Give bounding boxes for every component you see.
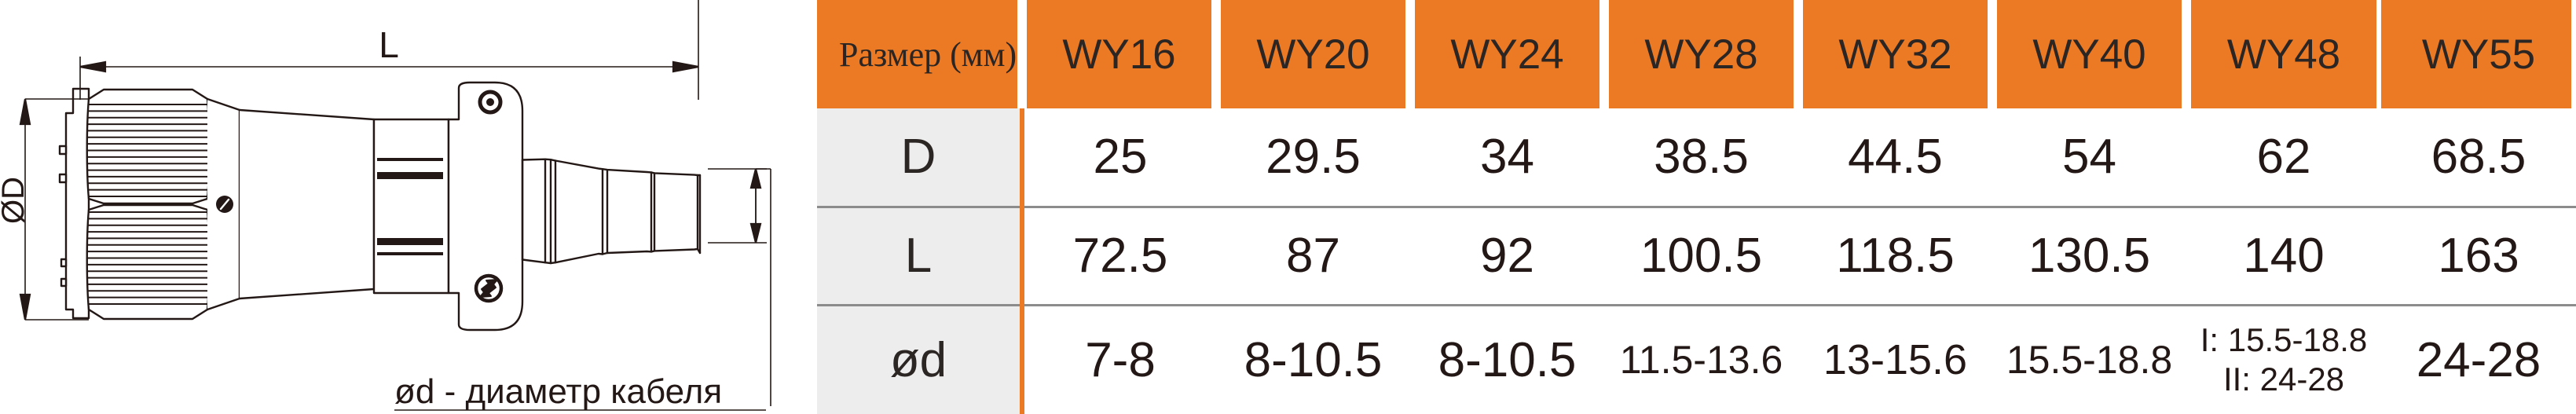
svg-text:L: L (379, 24, 399, 65)
svg-text:ød - диаметр кабеля: ød - диаметр кабеля (394, 372, 722, 411)
svg-text:ØD: ØD (0, 177, 31, 224)
